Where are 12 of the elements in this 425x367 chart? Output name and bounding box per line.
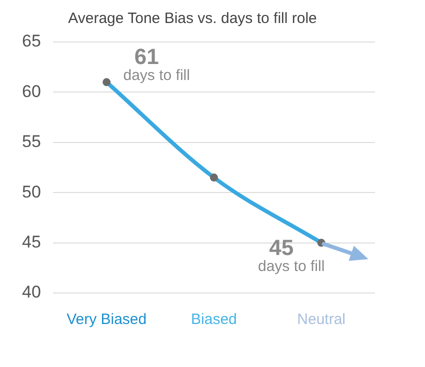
y-tick-label: 65 bbox=[22, 32, 41, 51]
y-tick-label: 55 bbox=[22, 132, 41, 152]
x-tick-label: Very Biased bbox=[66, 311, 147, 328]
chart-title: Average Tone Bias vs. days to fill role bbox=[68, 10, 317, 28]
data-label: 61 days to fill bbox=[123, 44, 190, 84]
x-tick-label: Neutral bbox=[297, 311, 346, 328]
y-tick-label: 60 bbox=[22, 82, 41, 101]
y-tick-label: 40 bbox=[22, 282, 41, 302]
y-tick-label: 45 bbox=[22, 232, 41, 252]
x-tick-label: Biased bbox=[191, 311, 237, 328]
data-label: 45 days to fill bbox=[258, 234, 325, 275]
y-tick-label: 50 bbox=[22, 182, 41, 202]
